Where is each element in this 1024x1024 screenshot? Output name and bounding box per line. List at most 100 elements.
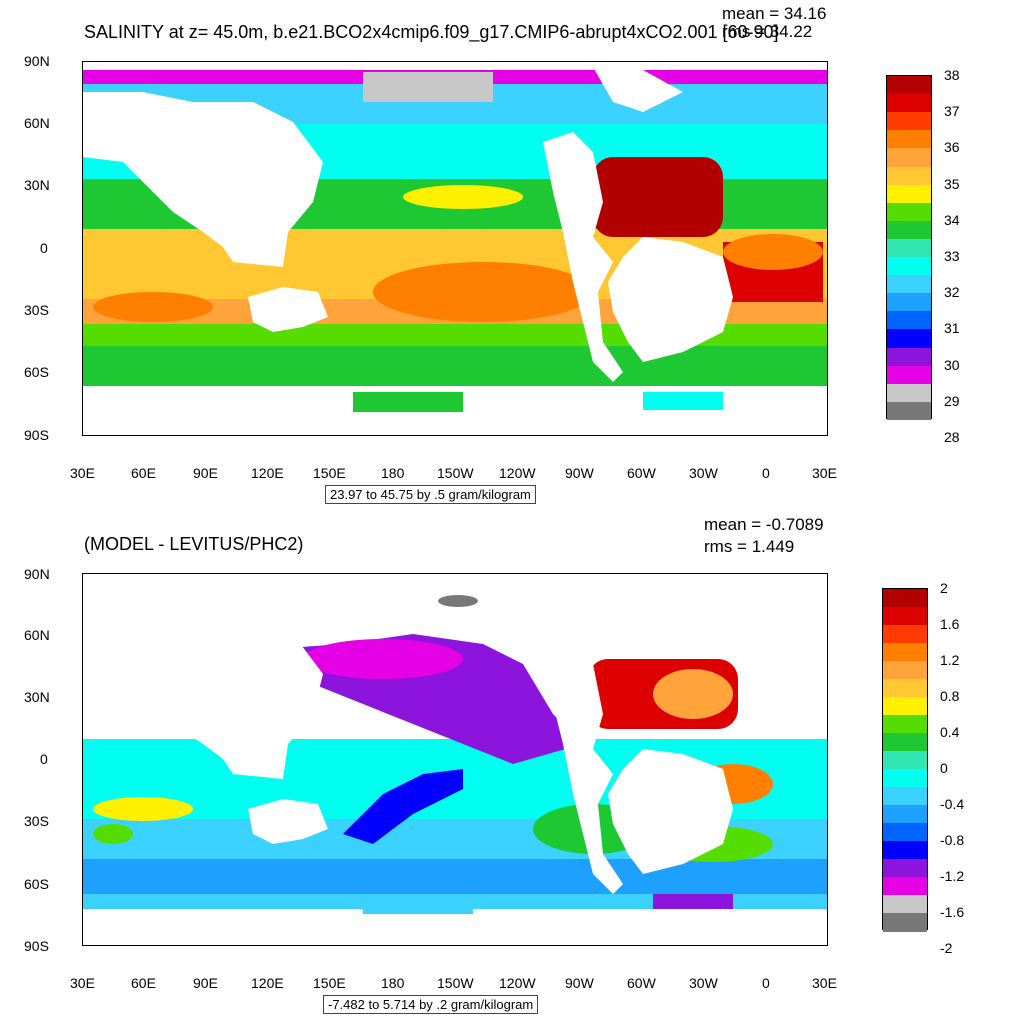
colorbar-swatch	[883, 679, 927, 698]
bottom-title: (MODEL - LEVITUS/PHC2)	[84, 534, 304, 554]
colorbar-label: 2	[940, 580, 948, 596]
top-map	[82, 61, 828, 436]
x-label: 60E	[131, 975, 156, 991]
y-label: 30S	[24, 813, 49, 829]
y-label: 60N	[24, 627, 50, 643]
colorbar-swatch	[887, 275, 931, 294]
colorbar-swatch	[887, 166, 931, 186]
x-label: 120W	[499, 465, 536, 481]
colorbar-label: 38	[944, 67, 960, 83]
colorbar-swatch	[887, 238, 931, 258]
colorbar-swatch	[883, 805, 927, 824]
x-label: 30E	[70, 465, 95, 481]
colorbar-swatch	[883, 607, 927, 626]
bottom-colorbar	[882, 588, 928, 932]
colorbar-swatch	[887, 383, 931, 403]
top-rms: rms = 34.22	[722, 22, 813, 41]
colorbar-label: 37	[944, 103, 960, 120]
x-label: 120E	[251, 465, 284, 481]
colorbar-swatch	[883, 841, 927, 860]
colorbar-swatch	[887, 257, 931, 276]
x-label: 0	[762, 975, 770, 991]
x-label: 90E	[193, 465, 218, 481]
colorbar-label: 35	[944, 175, 960, 192]
colorbar-swatch	[883, 877, 927, 896]
colorbar-swatch	[883, 661, 927, 680]
colorbar-swatch	[883, 697, 927, 716]
colorbar-swatch	[887, 401, 931, 421]
y-label: 0	[40, 751, 48, 767]
colorbar-label: 32	[944, 284, 960, 301]
colorbar-label: 29	[944, 392, 960, 409]
colorbar-swatch	[887, 365, 931, 385]
colorbar-swatch	[887, 329, 931, 349]
colorbar-swatch	[883, 859, 927, 878]
colorbar-label: -1.6	[940, 904, 965, 920]
x-label: 30E	[70, 975, 95, 991]
x-label: 150E	[313, 465, 346, 481]
colorbar-label: -1.2	[940, 868, 965, 884]
y-label: 60S	[24, 876, 49, 892]
colorbar-label: 1.6	[940, 616, 960, 632]
colorbar-swatch	[887, 184, 931, 204]
top-colorbar	[886, 75, 932, 421]
y-label: 30S	[24, 302, 49, 318]
colorbar-label: 30	[944, 356, 960, 373]
colorbar-swatch	[883, 769, 927, 788]
colorbar-label: -2	[940, 940, 953, 956]
y-label: 60S	[24, 364, 49, 380]
colorbar-swatch	[883, 589, 927, 608]
y-label: 30N	[24, 177, 50, 193]
colorbar-swatch	[887, 311, 931, 330]
bottom-map-graphic	[83, 574, 827, 945]
x-label: 150W	[437, 465, 474, 481]
colorbar-swatch	[887, 130, 931, 149]
x-label: 180	[381, 465, 405, 481]
y-label: 60N	[24, 115, 50, 131]
bottom-mean: mean = -0.7089	[704, 515, 824, 534]
bottom-colorbar-swatches	[882, 588, 928, 932]
y-label: 0	[40, 240, 48, 256]
colorbar-label: 1.2	[940, 652, 960, 668]
colorbar-swatch	[883, 913, 927, 932]
x-label: 90E	[193, 975, 218, 991]
x-label: 180	[381, 975, 405, 991]
colorbar-swatch	[887, 347, 931, 367]
x-label: 30E	[812, 465, 837, 481]
y-label: 30N	[24, 689, 50, 705]
top-mean: mean = 34.16	[722, 4, 827, 23]
colorbar-label: 31	[944, 320, 960, 337]
colorbar-label: 0.4	[940, 724, 960, 740]
colorbar-swatch	[887, 220, 931, 240]
colorbar-label: 0	[940, 760, 948, 776]
x-label: 30W	[689, 975, 718, 991]
top-contour-info: 23.97 to 45.75 by .5 gram/kilogram	[325, 485, 536, 504]
x-label: 30E	[812, 975, 837, 991]
x-label: 0	[762, 465, 770, 481]
colorbar-label: 34	[944, 211, 960, 228]
colorbar-swatch	[887, 293, 931, 312]
y-label: 90S	[24, 427, 49, 443]
x-label: 60E	[131, 465, 156, 481]
x-label: 120W	[499, 975, 536, 991]
colorbar-swatch	[887, 112, 931, 131]
x-label: 90W	[565, 975, 594, 991]
colorbar-swatch	[883, 751, 927, 770]
top-map-graphic	[83, 62, 827, 435]
top-title: SALINITY at z= 45.0m, b.e21.BCO2x4cmip6.…	[84, 22, 779, 42]
y-label: 90S	[24, 938, 49, 954]
bottom-contour-info: -7.482 to 5.714 by .2 gram/kilogram	[323, 995, 539, 1014]
colorbar-label: -0.4	[940, 796, 965, 812]
y-label: 90N	[24, 566, 50, 582]
colorbar-swatch	[883, 733, 927, 752]
bottom-rms: rms = 1.449	[704, 537, 795, 556]
top-colorbar-swatches	[886, 75, 932, 421]
colorbar-swatch	[883, 823, 927, 842]
colorbar-swatch	[883, 787, 927, 806]
y-label: 90N	[24, 53, 50, 69]
colorbar-swatch	[887, 76, 931, 95]
colorbar-swatch	[887, 94, 931, 113]
colorbar-swatch	[883, 643, 927, 662]
colorbar-label: 33	[944, 248, 960, 265]
colorbar-swatch	[883, 625, 927, 644]
